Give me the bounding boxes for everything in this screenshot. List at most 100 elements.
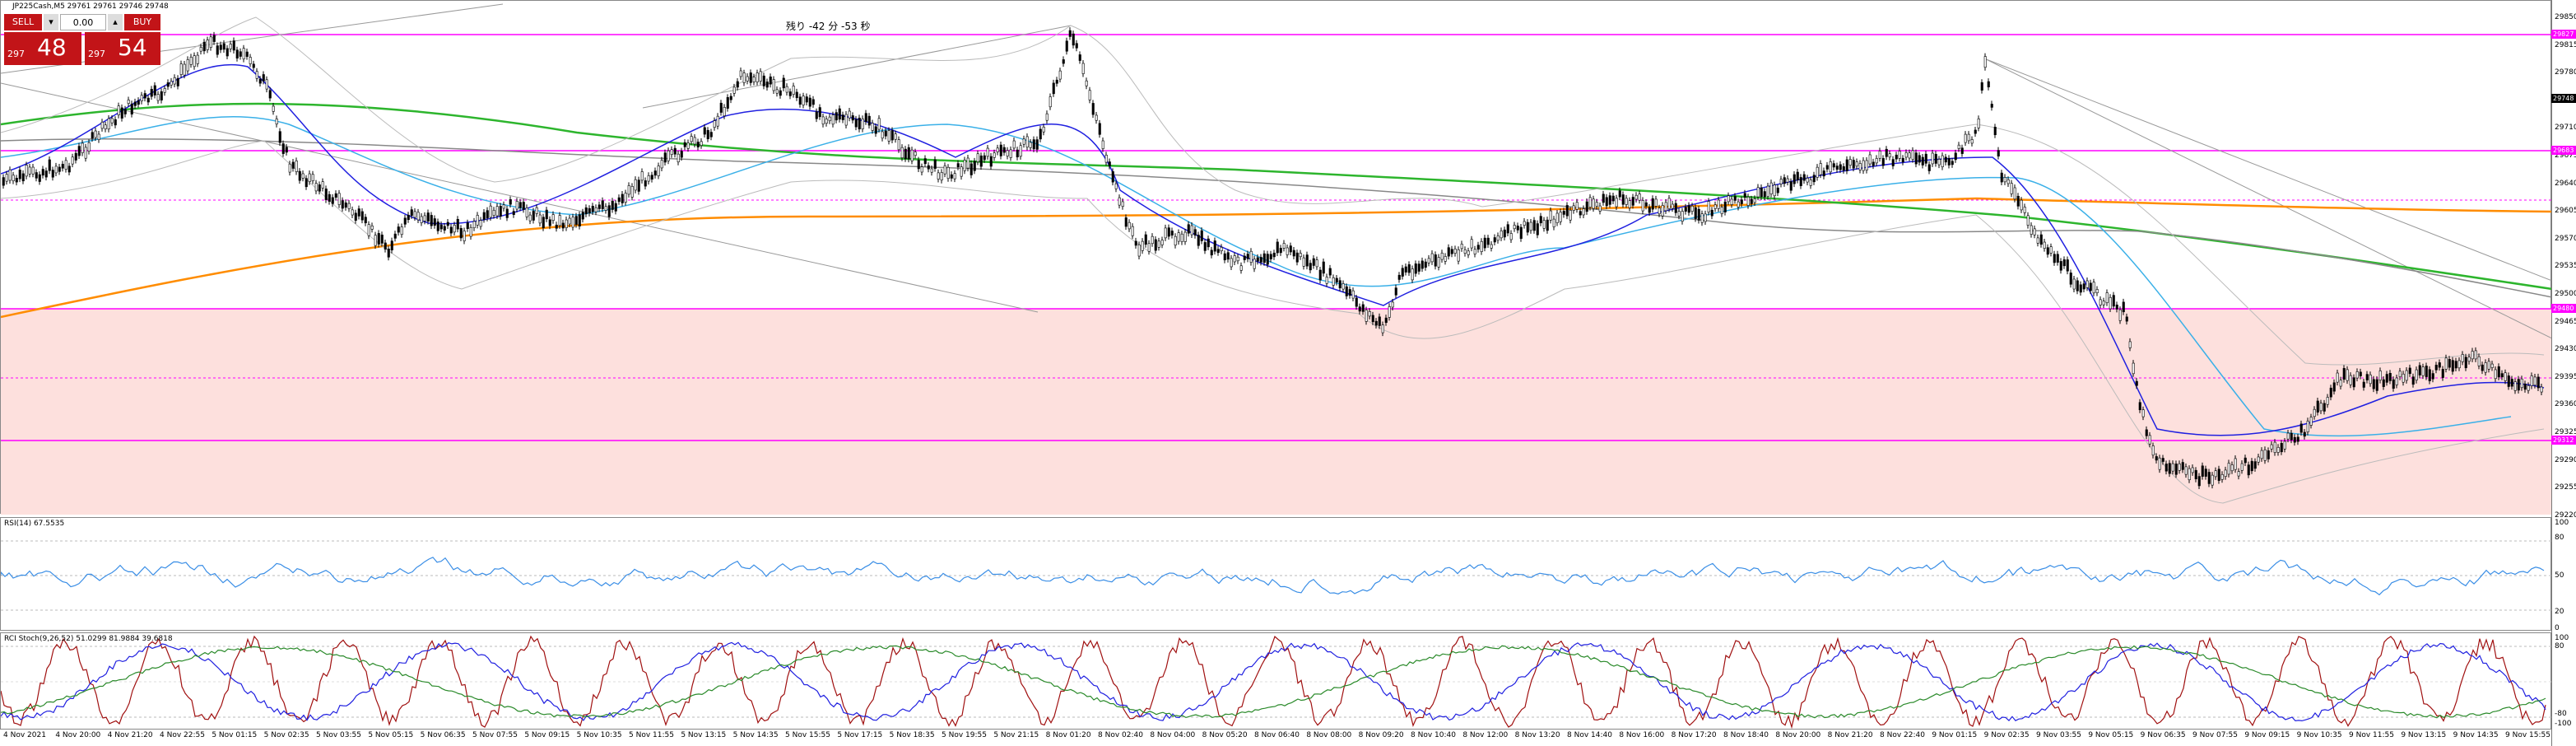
candle-body [1134,240,1137,246]
candle-body [104,124,107,129]
candle-body [130,103,133,114]
band-lower [1,140,2545,504]
price-chart[interactable] [1,1,2552,515]
candle-body [2138,402,2141,411]
buy-price-box[interactable]: 297 54 [85,32,160,65]
candle-body [1391,301,1394,308]
candle-body [2415,369,2418,380]
candle-body [1500,231,1503,239]
candle-body [2471,351,2474,360]
candle-body [1539,216,1542,224]
candle-body [1707,201,1710,212]
candle-body [2053,254,2056,263]
time-label: 8 Nov 08:00 [1306,731,1352,739]
candle-body [1388,306,1391,318]
candle-body [1052,82,1055,95]
price-tick: 29500 [2555,290,2576,298]
candle-body [1608,195,1611,205]
candle-body [1035,139,1039,150]
candle-body [1835,166,1839,170]
candle-body [1684,207,1687,212]
candle-body [1723,201,1727,212]
candle-body [1924,153,1927,164]
price-chart-panel[interactable]: JP225Cash,M5 29761 29761 29746 29748 残り … [0,0,2552,515]
rsi-chart[interactable] [1,518,2552,632]
candle-body [1743,193,1746,198]
candle-body [627,185,630,195]
candle-body [775,89,779,94]
candle-body [1401,268,1404,277]
candle-body [354,212,357,221]
candle-body [2237,471,2240,477]
candle-body [1737,201,1740,207]
candle-body [1516,226,1519,231]
candle-body [1783,177,1786,184]
candle-body [1394,287,1397,296]
candle-body [1598,205,1602,212]
buy-button[interactable]: BUY [124,14,160,30]
candle-body [1414,263,1417,274]
candle-body [1269,254,1272,259]
candle-body [1628,200,1631,208]
time-label: 8 Nov 20:00 [1775,731,1821,739]
sell-button[interactable]: SELL [4,14,42,30]
sell-price-box[interactable]: 297 48 [4,32,81,65]
candle-body [476,215,479,226]
candle-body [1295,252,1299,263]
lot-dropdown[interactable]: ▾ [44,14,58,30]
candle-body [1170,231,1174,235]
candle-body [2477,356,2481,366]
candle-body [614,203,617,212]
price-scale[interactable] [2551,0,2576,746]
candle-body [2194,469,2197,479]
candle-body [146,97,150,103]
candle-body [443,226,446,231]
candle-body [1249,250,1253,263]
candle-body [841,114,844,120]
candle-body [150,89,153,97]
candle-body [258,78,262,84]
band-upper [1,16,2545,366]
candle-body [25,165,28,177]
candle-body [486,210,489,219]
candle-body [1325,277,1328,284]
candle-body [1868,154,1872,165]
rci-stoch-panel[interactable]: RCI Stoch(9,26,52) 51.0299 81.9884 39.68… [0,632,2552,730]
candle-body [1124,217,1128,227]
lot-up[interactable]: ▴ [108,14,123,30]
candle-body [502,204,505,209]
candle-body [966,157,969,169]
candle-body [328,193,331,202]
candle-body [2378,371,2382,380]
candle-body [252,63,255,68]
lot-input[interactable]: 0.00 [60,14,106,30]
candle-body [2020,199,2023,211]
candle-body [74,152,77,161]
rci-stoch-chart[interactable] [1,633,2552,730]
candle-body [1921,156,1924,166]
candle-body [423,215,426,221]
candle-body [877,118,881,130]
candle-body [120,107,123,119]
candle-body [779,90,782,96]
candle-body [1595,202,1598,207]
time-label: 5 Nov 10:35 [576,731,622,739]
rsi-panel[interactable]: RSI(14) 67.5535 [0,517,2552,632]
candle-body [77,146,81,156]
candle-body [2168,463,2171,474]
candle-body [140,95,143,102]
candle-body [2247,464,2250,476]
candle-body [571,217,574,228]
candle-body [397,226,400,233]
candle-body [2523,383,2527,390]
candle-body [2220,473,2224,480]
candle-body [772,79,775,91]
candle-body [2513,381,2517,391]
candle-body [183,63,186,76]
candle-body [229,44,232,49]
time-label: 5 Nov 13:15 [681,731,727,739]
candle-body [1253,259,1256,269]
candle-body [937,172,940,180]
candle-body [532,211,535,221]
price-tick: 29220 [2555,511,2576,520]
